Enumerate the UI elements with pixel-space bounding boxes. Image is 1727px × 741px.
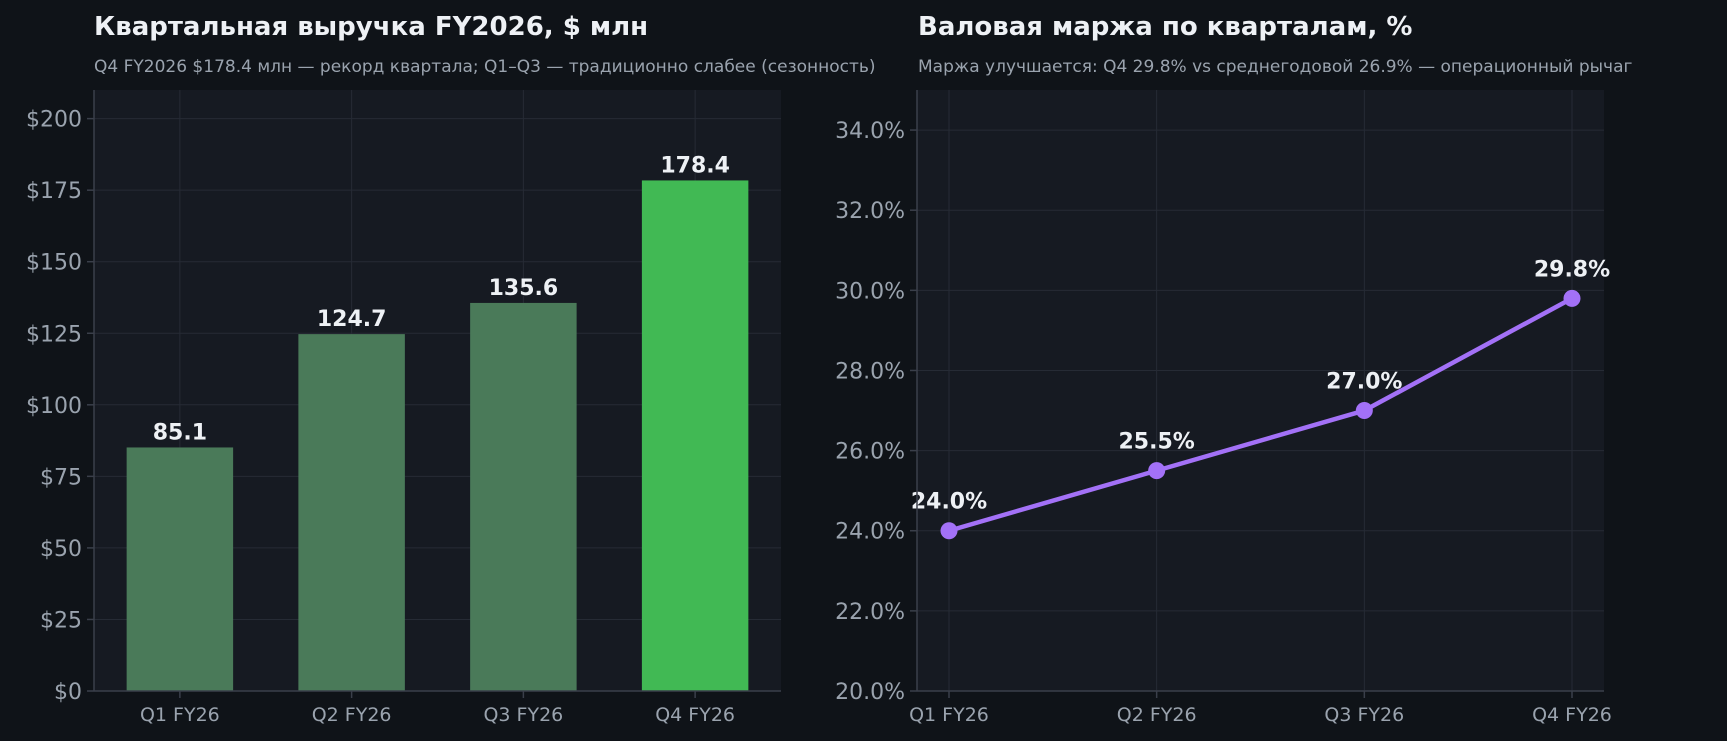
revenue-ytick-label: $75 [40,465,82,490]
margin-plot-area [917,90,1604,691]
revenue-bar-value-label: 124.7 [317,307,387,332]
margin-point [940,522,958,540]
revenue-chart: Квартальная выручка FY2026, $ млн Q4 FY2… [26,12,876,726]
margin-ytick-label: 26.0% [835,440,905,465]
revenue-bar-value-label: 135.6 [489,276,559,301]
revenue-xtick-label: Q4 FY26 [655,704,735,726]
margin-point-value-label: 29.8% [1534,257,1610,282]
revenue-xtick-label: Q2 FY26 [312,704,392,726]
margin-data-labels: 24.0% 25.5% 27.0% 29.8% [911,257,1610,514]
margin-point [1355,402,1373,420]
revenue-ytick-label: $50 [40,537,82,562]
revenue-ytick-label: $150 [26,251,82,276]
margin-xtick-label: Q4 FY26 [1532,704,1612,726]
revenue-bar-value-label: 178.4 [660,153,730,178]
margin-line [946,296,1575,533]
revenue-bar-value-label: 85.1 [153,420,207,445]
revenue-bar [641,180,749,691]
margin-ytick-label: 28.0% [835,359,905,384]
margin-ytick-label: 20.0% [835,680,905,705]
revenue-bar [470,302,577,691]
revenue-ytick-label: $125 [26,322,82,347]
revenue-xtick-label: Q3 FY26 [483,704,563,726]
revenue-chart-title: Квартальная выручка FY2026, $ млн [94,12,648,42]
margin-point [1563,289,1581,307]
revenue-chart-subtitle: Q4 FY2026 $178.4 млн — рекорд квартала; … [94,57,876,77]
margin-chart-subtitle: Маржа улучшается: Q4 29.8% vs среднегодо… [918,57,1632,77]
revenue-bar [298,334,405,691]
revenue-ytick-label: $200 [26,108,82,133]
margin-point-value-label: 25.5% [1119,430,1195,455]
revenue-ytick-label: $100 [26,394,82,419]
revenue-ytick-label: $25 [40,608,82,633]
revenue-y-axis: $0 $25 $50 $75 $100 $125 $150 $175 $200 [26,108,94,705]
revenue-ytick-label: $175 [26,179,82,204]
margin-xtick-label: Q1 FY26 [909,704,989,726]
margin-ytick-label: 34.0% [835,119,905,144]
margin-point-value-label: 24.0% [911,490,987,515]
revenue-bars [126,180,749,691]
margin-y-axis: 20.0% 22.0% 24.0% 26.0% 28.0% 30.0% 32.0% 34.0% [835,119,917,705]
margin-xtick-label: Q3 FY26 [1324,704,1404,726]
margin-line-series [940,289,1581,540]
margin-x-axis: Q1 FY26 Q2 FY26 Q3 FY26 Q4 FY26 [909,691,1612,726]
margin-ytick-label: 30.0% [835,279,905,304]
revenue-xtick-label: Q1 FY26 [140,704,220,726]
margin-point-value-label: 27.0% [1326,370,1402,395]
margin-point [1148,462,1166,480]
revenue-data-labels: 85.1 124.7 135.6 178.4 [153,153,730,445]
revenue-bar [126,447,234,691]
margin-chart-title: Валовая маржа по кварталам, % [918,12,1412,42]
margin-chart: Валовая маржа по кварталам, % Маржа улуч… [835,12,1632,726]
margin-ytick-label: 32.0% [835,199,905,224]
margin-ytick-label: 22.0% [835,600,905,625]
revenue-ytick-label: $0 [54,680,82,705]
revenue-x-axis: Q1 FY26 Q2 FY26 Q3 FY26 Q4 FY26 [140,691,735,726]
margin-xtick-label: Q2 FY26 [1117,704,1197,726]
margin-ytick-label: 24.0% [835,520,905,545]
